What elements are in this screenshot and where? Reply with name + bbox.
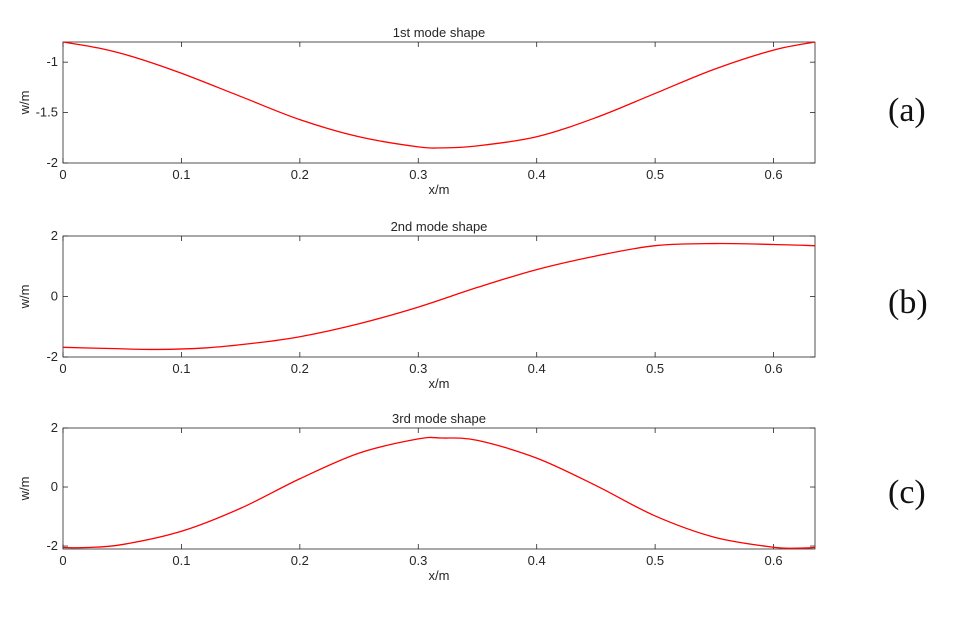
x-tick-label: 0.4 (528, 167, 546, 182)
x-tick-label: 0.1 (172, 361, 190, 376)
subplot-title: 2nd mode shape (391, 219, 488, 234)
x-tick-label: 0 (59, 167, 66, 182)
x-tick-label: 0.1 (172, 553, 190, 568)
x-tick-label: 0.3 (409, 553, 427, 568)
x-tick-label: 0.2 (291, 361, 309, 376)
x-tick-label: 0.2 (291, 553, 309, 568)
x-tick-label: 0.6 (765, 553, 783, 568)
y-tick-label: 2 (51, 420, 58, 435)
plot-area (62, 235, 816, 358)
subplot-title: 1st mode shape (393, 25, 486, 40)
mode-shape-line (62, 41, 816, 149)
panel-label-b: (b) (888, 284, 928, 321)
mode-shape-line (62, 436, 816, 549)
x-tick-label: 0 (59, 361, 66, 376)
y-tick-label: -2 (46, 155, 58, 170)
y-axis-label: w/m (17, 285, 32, 310)
x-tick-label: 0.5 (646, 167, 664, 182)
x-tick-label: 0 (59, 553, 66, 568)
y-tick-label: -1.5 (36, 105, 58, 120)
y-axis-label: w/m (17, 477, 32, 502)
plot-area (62, 427, 816, 550)
x-tick-label: 0.1 (172, 167, 190, 182)
y-axis-label: w/m (17, 91, 32, 116)
x-tick-label: 0.2 (291, 167, 309, 182)
x-axis-label: x/m (429, 376, 450, 391)
y-tick-label: -2 (46, 538, 58, 553)
x-axis-label: x/m (429, 182, 450, 197)
y-tick-label: -1 (46, 54, 58, 69)
y-tick-label: 0 (51, 479, 58, 494)
subplot-1: 0 0.1 0.2 0.3 0.4 0.5 0.6 -2 -1.5 -1 1st mode shap… (17, 25, 816, 197)
mode-shape-line (62, 242, 816, 351)
x-tick-label: 0.3 (409, 167, 427, 182)
plot-area (62, 41, 816, 164)
panel-label-a: (a) (888, 92, 926, 129)
x-tick-label: 0.6 (765, 167, 783, 182)
x-tick-label: 0.4 (528, 553, 546, 568)
x-axis-label: x/m (429, 568, 450, 583)
y-tick-label: 2 (51, 228, 58, 243)
x-tick-label: 0.6 (765, 361, 783, 376)
x-tick-label: 0.4 (528, 361, 546, 376)
panel-label-c: (c) (888, 474, 926, 511)
y-tick-label: -2 (46, 349, 58, 364)
x-tick-label: 0.5 (646, 361, 664, 376)
subplot-title: 3rd mode shape (392, 411, 486, 426)
x-tick-label: 0.5 (646, 553, 664, 568)
y-tick-label: 0 (51, 289, 58, 304)
x-tick-label: 0.3 (409, 361, 427, 376)
